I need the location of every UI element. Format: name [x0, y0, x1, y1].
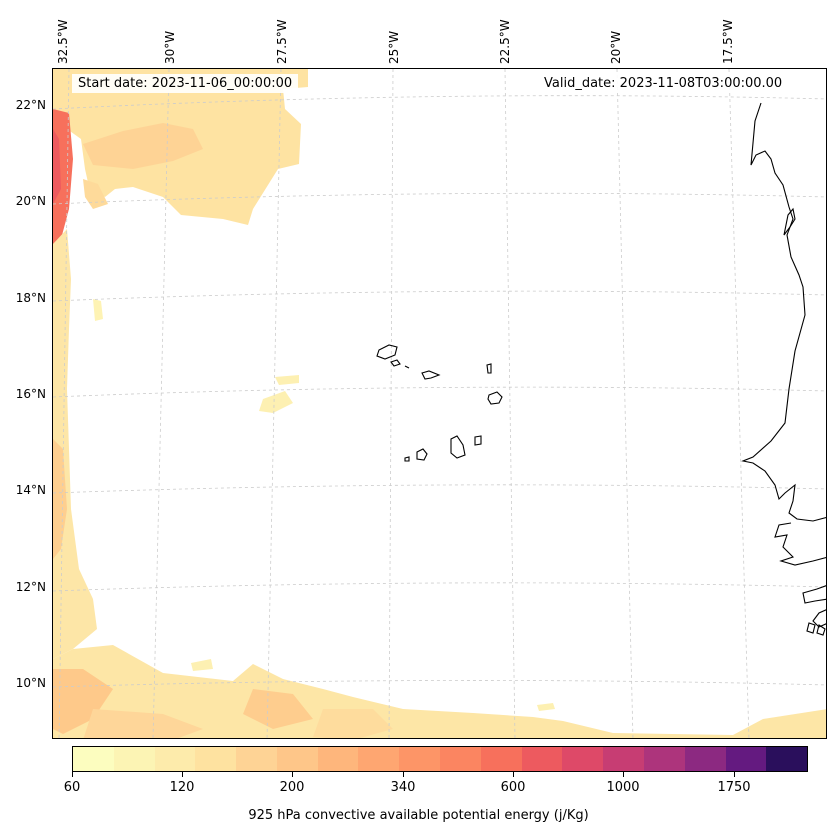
colorbar-segment: [195, 747, 237, 771]
colorbar-segment: [766, 747, 808, 771]
colorbar-segment: [480, 747, 522, 771]
latitude-label: 22°N: [15, 98, 46, 112]
colorbar-tick: [403, 772, 404, 777]
valid-date-label: Valid_date: 2023-11-08T03:00:00.00: [538, 74, 789, 93]
colorbar-segment: [725, 747, 767, 771]
colorbar-tick: [623, 772, 624, 777]
longitude-label: 27.5°W: [275, 19, 289, 64]
colorbar-tick-label: 340: [390, 780, 416, 795]
colorbar-tick: [292, 772, 293, 777]
start-date-label: Start date: 2023-11-06_00:00:00: [72, 74, 299, 93]
colorbar-segment: [562, 747, 604, 771]
colorbar-segment: [154, 747, 196, 771]
colorbar-tick-label: 1750: [717, 780, 751, 795]
cape-shading: [53, 69, 826, 738]
colorbar-segment: [317, 747, 359, 771]
colorbar-segment: [399, 747, 441, 771]
colorbar: [72, 746, 808, 772]
african-coastline: [741, 102, 826, 636]
colorbar-segment: [603, 747, 644, 771]
colorbar-segment: [276, 747, 318, 771]
longitude-label: 17.5°W: [721, 19, 735, 64]
colorbar-segment: [440, 747, 481, 771]
longitude-label: 22.5°W: [498, 19, 512, 64]
longitude-label: 20°W: [609, 30, 623, 64]
colorbar-title: 925 hPa convective available potential e…: [248, 808, 589, 823]
colorbar-tick-label: 1000: [606, 780, 640, 795]
longitude-label: 30°W: [163, 30, 177, 64]
colorbar-tick: [513, 772, 514, 777]
latitude-label: 18°N: [15, 291, 46, 305]
colorbar-tick-label: 60: [63, 780, 81, 795]
latitude-label: 16°N: [15, 387, 46, 401]
colorbar-segment: [236, 747, 277, 771]
colorbar-segment: [684, 747, 726, 771]
colorbar-segment: [521, 747, 563, 771]
longitude-label: 32.5°W: [56, 19, 70, 64]
colorbar-tick: [182, 772, 183, 777]
map-panel[interactable]: [52, 68, 827, 739]
latitude-label: 14°N: [15, 483, 46, 497]
colorbar-tick-label: 200: [279, 780, 305, 795]
colorbar-tick-label: 600: [500, 780, 526, 795]
colorbar-segment: [73, 747, 114, 771]
latitude-label: 20°N: [15, 194, 46, 208]
latitude-label: 10°N: [15, 676, 46, 690]
colorbar-tick: [72, 772, 73, 777]
gridlines: [53, 69, 826, 738]
cape-verde-islands: [376, 344, 503, 462]
colorbar-tick: [734, 772, 735, 777]
colorbar-segment: [113, 747, 155, 771]
colorbar-tick-label: 120: [169, 780, 195, 795]
latitude-label: 12°N: [15, 580, 46, 594]
longitude-label: 25°W: [387, 30, 401, 64]
colorbar-segment: [643, 747, 685, 771]
colorbar-segment: [358, 747, 400, 771]
